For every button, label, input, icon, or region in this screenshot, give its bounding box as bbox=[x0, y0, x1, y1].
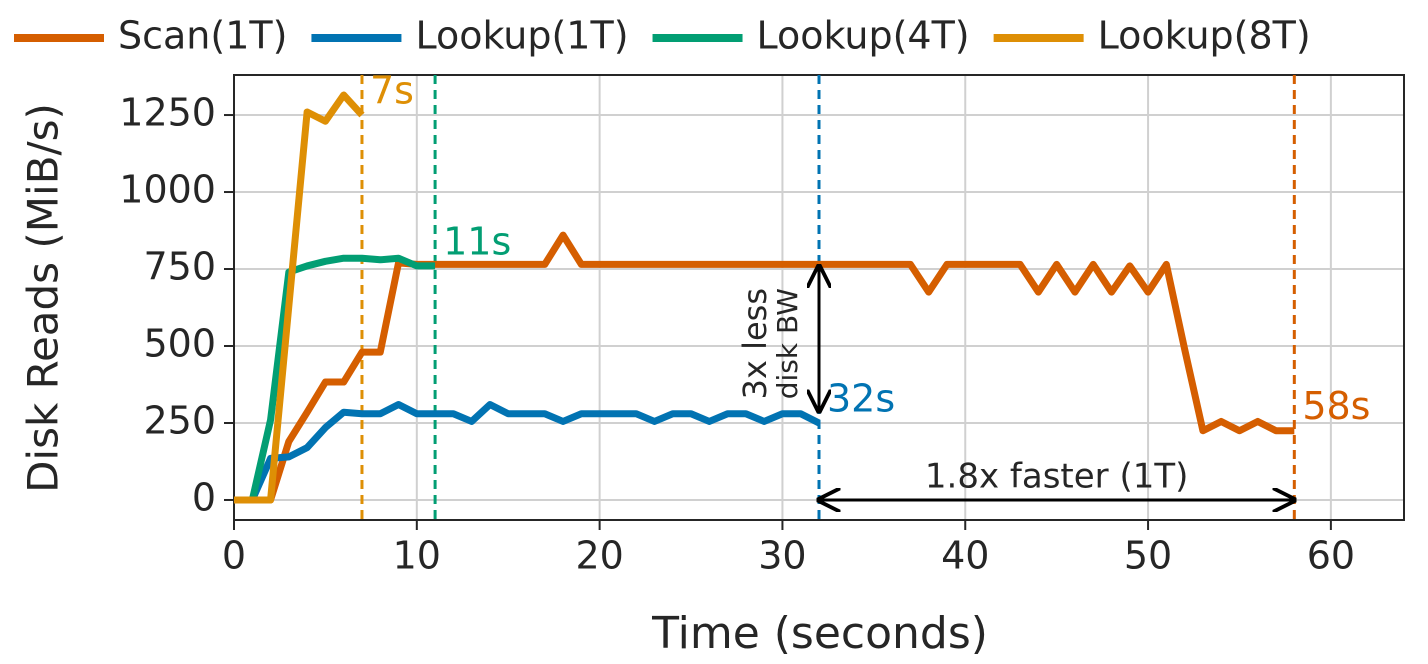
x-tick-label: 60 bbox=[1307, 534, 1355, 578]
series-line bbox=[234, 401, 821, 504]
end-label: 11s bbox=[443, 219, 511, 263]
annotation-text: 1.8x faster (1T) bbox=[925, 457, 1188, 497]
annotation-text: disk BW bbox=[771, 288, 804, 399]
end-label: 32s bbox=[827, 376, 895, 420]
x-axis-title: Time (seconds) bbox=[651, 608, 988, 659]
x-tick-label: 40 bbox=[941, 534, 989, 578]
x-tick-label: 50 bbox=[1124, 534, 1172, 578]
annotation-text: 3x less bbox=[736, 288, 774, 399]
legend-label: Lookup(8T) bbox=[1098, 14, 1311, 58]
series-line bbox=[234, 254, 436, 504]
y-tick-label: 0 bbox=[192, 475, 216, 519]
y-axis-title: Disk Reads (MiB/s) bbox=[19, 103, 68, 493]
end-label: 7s bbox=[370, 69, 414, 113]
x-tick-label: 30 bbox=[758, 534, 806, 578]
legend-label: Lookup(1T) bbox=[415, 14, 628, 58]
y-tick-label: 1250 bbox=[119, 91, 216, 135]
series-line bbox=[234, 91, 365, 504]
y-tick-label: 250 bbox=[143, 398, 216, 442]
end-label: 58s bbox=[1302, 384, 1370, 428]
y-tick-label: 500 bbox=[143, 322, 216, 366]
x-tick-label: 0 bbox=[222, 534, 246, 578]
legend-label: Lookup(4T) bbox=[757, 14, 970, 58]
x-tick-label: 10 bbox=[393, 534, 441, 578]
x-tick-label: 20 bbox=[575, 534, 623, 578]
y-tick-label: 1000 bbox=[119, 168, 216, 212]
y-tick-label: 750 bbox=[143, 245, 216, 289]
legend-label: Scan(1T) bbox=[118, 14, 287, 58]
